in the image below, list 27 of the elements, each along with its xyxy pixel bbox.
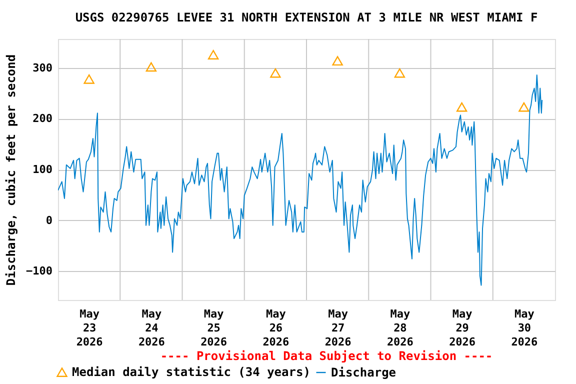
line-series — [58, 74, 543, 286]
x-tick-label: May 27 2026 — [324, 308, 352, 348]
x-tick-label: May 26 2026 — [262, 308, 290, 348]
x-tick-label: May 24 2026 — [138, 308, 166, 348]
y-tick-label: 100 — [32, 163, 52, 176]
y-tick-label: 0 — [46, 214, 52, 227]
point — [208, 50, 219, 60]
point — [332, 56, 343, 66]
legend-label: Median daily statistic (34 years) — [72, 365, 310, 380]
point — [518, 102, 530, 112]
y-axis-title: Discharge, cubic feet per second — [4, 54, 18, 286]
point — [270, 68, 281, 78]
point — [394, 68, 406, 78]
y-tick-label: 200 — [32, 112, 52, 126]
point — [456, 102, 468, 112]
legend-label: Discharge — [331, 366, 396, 380]
point — [146, 62, 157, 72]
y-tick-label: −100 — [26, 264, 52, 278]
point — [84, 74, 94, 84]
x-tick-label: May 28 2026 — [386, 308, 414, 348]
x-tick-label: May 29 2026 — [449, 308, 476, 348]
chart-title: USGS 02290765 LEVEE 31 NORTH EXTENSION AT 3 MILE NR WEST MIAMI F — [75, 10, 538, 24]
x-tick-label: May 25 2026 — [200, 308, 228, 348]
x-tick-label: May 23 2026 — [76, 308, 104, 348]
y-tick-label: 300 — [32, 61, 52, 74]
x-tick-label: May 30 2026 — [511, 308, 538, 348]
text: ---- Provisional Data Subject to Revision ---- — [160, 349, 493, 363]
